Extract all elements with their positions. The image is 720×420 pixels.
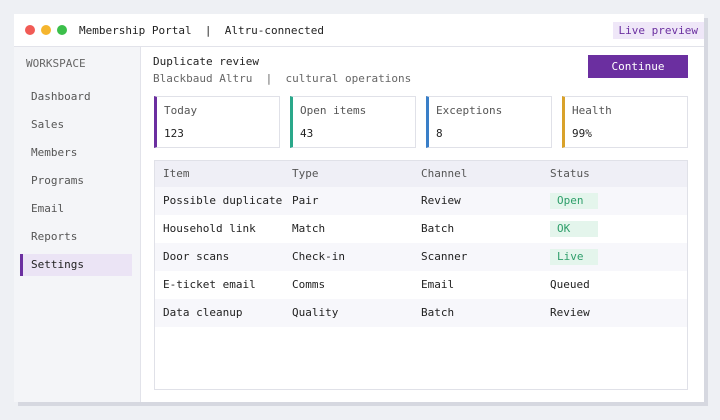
kpi-card: Exceptions 8 bbox=[426, 96, 552, 148]
nav-item[interactable]: Members bbox=[31, 146, 78, 159]
table-cell: Scanner bbox=[421, 250, 468, 263]
nav-item[interactable]: Sales bbox=[31, 118, 65, 131]
table-cell: Possible duplicate bbox=[163, 194, 283, 207]
window: Membership Portal | Altru-connected Live… bbox=[14, 14, 704, 402]
table-cell: Review bbox=[421, 194, 461, 207]
kpi-value: 123 bbox=[164, 127, 184, 140]
window-title: Membership Portal | Altru-connected bbox=[79, 24, 325, 37]
nav-item[interactable]: Programs bbox=[31, 174, 84, 187]
table-cell: Comms bbox=[292, 278, 326, 291]
table-row: Door scans Check-in Scanner Live bbox=[155, 243, 687, 271]
table-cell: Match bbox=[292, 222, 326, 235]
kpi-label: Open items bbox=[300, 104, 367, 117]
continue-button[interactable]: Continue bbox=[588, 55, 688, 78]
title-bar: Membership Portal | Altru-connected Live… bbox=[14, 14, 704, 47]
column-header: Channel bbox=[421, 167, 468, 180]
live-badge: Live preview bbox=[612, 22, 704, 39]
status-text: Queued bbox=[550, 278, 590, 291]
kpi-value: 8 bbox=[436, 127, 443, 140]
table-row: Household link Match Batch OK bbox=[155, 215, 687, 243]
kpi-value: 43 bbox=[300, 127, 314, 140]
status-badge: Live bbox=[550, 249, 598, 265]
table-cell: E-ticket email bbox=[163, 278, 256, 291]
nav-item[interactable]: Dashboard bbox=[31, 90, 91, 103]
table-header: Item Type Channel Status bbox=[155, 161, 687, 187]
status-badge: OK bbox=[550, 221, 598, 237]
kpi-card: Open items 43 bbox=[290, 96, 416, 148]
column-header: Status bbox=[550, 167, 590, 180]
kpi-label: Exceptions bbox=[436, 104, 503, 117]
column-header: Item bbox=[163, 167, 190, 180]
minimize-button[interactable] bbox=[41, 25, 51, 35]
maximize-button[interactable] bbox=[57, 25, 67, 35]
kpi-card: Today 123 bbox=[154, 96, 280, 148]
table-cell: Household link bbox=[163, 222, 256, 235]
table: Item Type Channel Status Possible duplicate P… bbox=[154, 160, 688, 390]
status-badge: Open bbox=[550, 193, 598, 209]
nav-item[interactable]: Email bbox=[31, 202, 65, 215]
kpi-value: 99% bbox=[572, 127, 592, 140]
table-cell: Quality bbox=[292, 306, 339, 319]
nav-item[interactable]: Settings bbox=[20, 254, 132, 276]
table-cell: Pair bbox=[292, 194, 319, 207]
table-row: Possible duplicate Pair Review Open bbox=[155, 187, 687, 215]
table-cell: Batch bbox=[421, 306, 455, 319]
table-cell: Data cleanup bbox=[163, 306, 243, 319]
page-title: Duplicate review bbox=[153, 55, 259, 68]
nav-item[interactable]: Reports bbox=[31, 230, 78, 243]
sidebar-heading: WORKSPACE bbox=[26, 57, 86, 70]
page-subtitle: Blackbaud Altru | cultural operations bbox=[153, 72, 412, 85]
close-button[interactable] bbox=[25, 25, 35, 35]
kpi-card: Health 99% bbox=[562, 96, 688, 148]
table-cell: Door scans bbox=[163, 250, 230, 263]
table-cell: Email bbox=[421, 278, 455, 291]
column-header: Type bbox=[292, 167, 319, 180]
table-row: Data cleanup Quality Batch Review bbox=[155, 299, 687, 327]
table-row: E-ticket email Comms Email Queued bbox=[155, 271, 687, 299]
sidebar: WORKSPACE Dashboard Sales Members Programs E… bbox=[14, 47, 141, 402]
table-cell: Check-in bbox=[292, 250, 345, 263]
status-text: Review bbox=[550, 306, 590, 319]
kpi-label: Today bbox=[164, 104, 198, 117]
table-cell: Batch bbox=[421, 222, 455, 235]
kpi-label: Health bbox=[572, 104, 612, 117]
